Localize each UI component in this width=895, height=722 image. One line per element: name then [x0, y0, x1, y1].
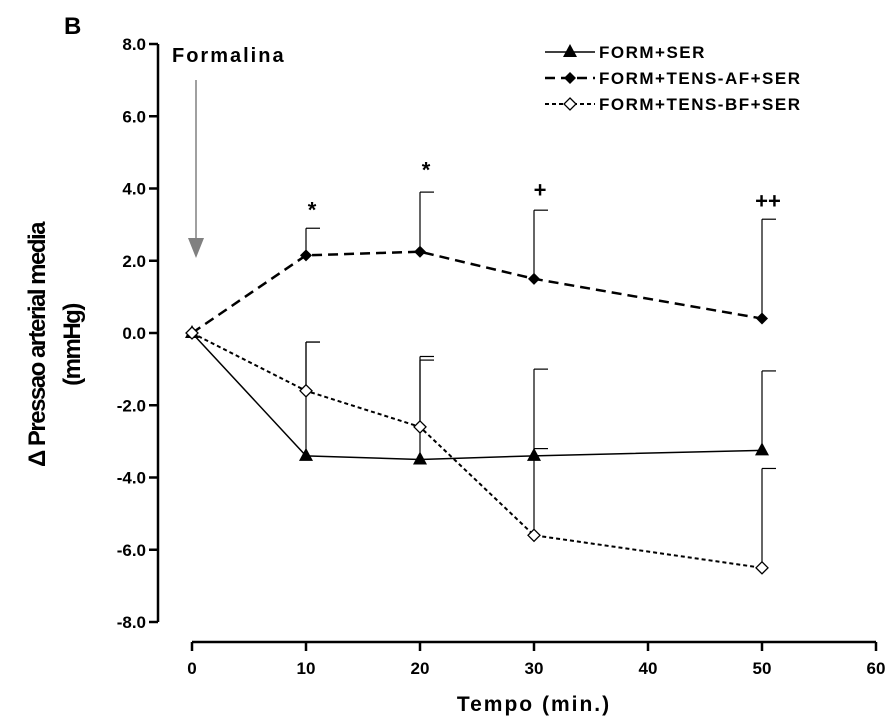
y-axis-label: Δ Pressao arterial media (mmHg): [24, 221, 86, 467]
y-tick-label: -4.0: [117, 469, 146, 488]
significance-mark: +: [534, 178, 547, 203]
series-1: [185, 325, 776, 465]
series-line: [191, 250, 763, 335]
y-tick-label: 4.0: [122, 180, 146, 199]
y-tick-label: -6.0: [117, 541, 146, 560]
legend-marker: [564, 72, 576, 84]
significance-marks: **+ ++: [308, 158, 781, 223]
data-point: [414, 245, 426, 258]
data-point: [413, 451, 427, 465]
data-point: [755, 442, 769, 456]
significance-mark: *: [422, 158, 431, 183]
series-layer: [185, 191, 776, 575]
axes: 8.0 6.0 4.0 2.0 0.0 -2.0 -4.0 -6.0 -8.0 0 10 20 30 40…: [117, 35, 886, 678]
y-axis-label-line1: Δ Pressao arterial media: [24, 221, 51, 467]
x-tick-label: 10: [297, 659, 316, 678]
y-axis-label-line2: (mmHg): [59, 304, 86, 386]
data-point: [756, 312, 768, 325]
y-tick-label: 6.0: [122, 107, 146, 126]
data-point: [755, 560, 769, 575]
x-tick-label: 20: [411, 659, 430, 678]
x-tick-label: 50: [753, 659, 772, 678]
significance-mark: ++: [755, 188, 781, 213]
annotation-arrow-head: [188, 238, 204, 258]
data-point: [413, 420, 427, 434]
formalina-annotation: Formalina: [172, 45, 286, 258]
y-tick-label: -2.0: [117, 396, 146, 415]
data-point: [185, 326, 199, 340]
y-tick-label: 0.0: [122, 324, 146, 343]
significance-mark: *: [308, 197, 317, 222]
y-tick-label: 2.0: [122, 252, 146, 271]
legend-marker: [563, 97, 577, 111]
data-point: [527, 528, 541, 543]
x-axis-label: Tempo (min.): [457, 693, 611, 716]
data-point: [299, 447, 313, 461]
legend-label: FORM+TENS-AF+SER: [599, 69, 802, 88]
legend-label: FORM+TENS-BF+SER: [599, 95, 802, 114]
y-tick-label: -8.0: [117, 613, 146, 632]
data-point: [300, 249, 312, 262]
panel-label: B: [64, 13, 81, 40]
y-tick-label: 8.0: [122, 35, 146, 54]
series-3: [185, 326, 776, 575]
data-point: [299, 383, 313, 398]
series-2: [186, 191, 776, 339]
x-tick-label: 60: [867, 659, 886, 678]
legend-label: FORM+SER: [599, 43, 706, 62]
x-tick-label: 40: [639, 659, 658, 678]
data-point: [528, 272, 540, 285]
legend: FORM+SER FORM+TENS-AF+SER FORM+TENS-BF+SER: [545, 43, 802, 114]
x-tick-label: 30: [525, 659, 544, 678]
x-tick-label: 0: [187, 659, 196, 678]
series-line: [191, 332, 763, 569]
legend-marker: [563, 44, 577, 57]
annotation-label: Formalina: [172, 45, 286, 67]
series-line: [191, 332, 763, 461]
